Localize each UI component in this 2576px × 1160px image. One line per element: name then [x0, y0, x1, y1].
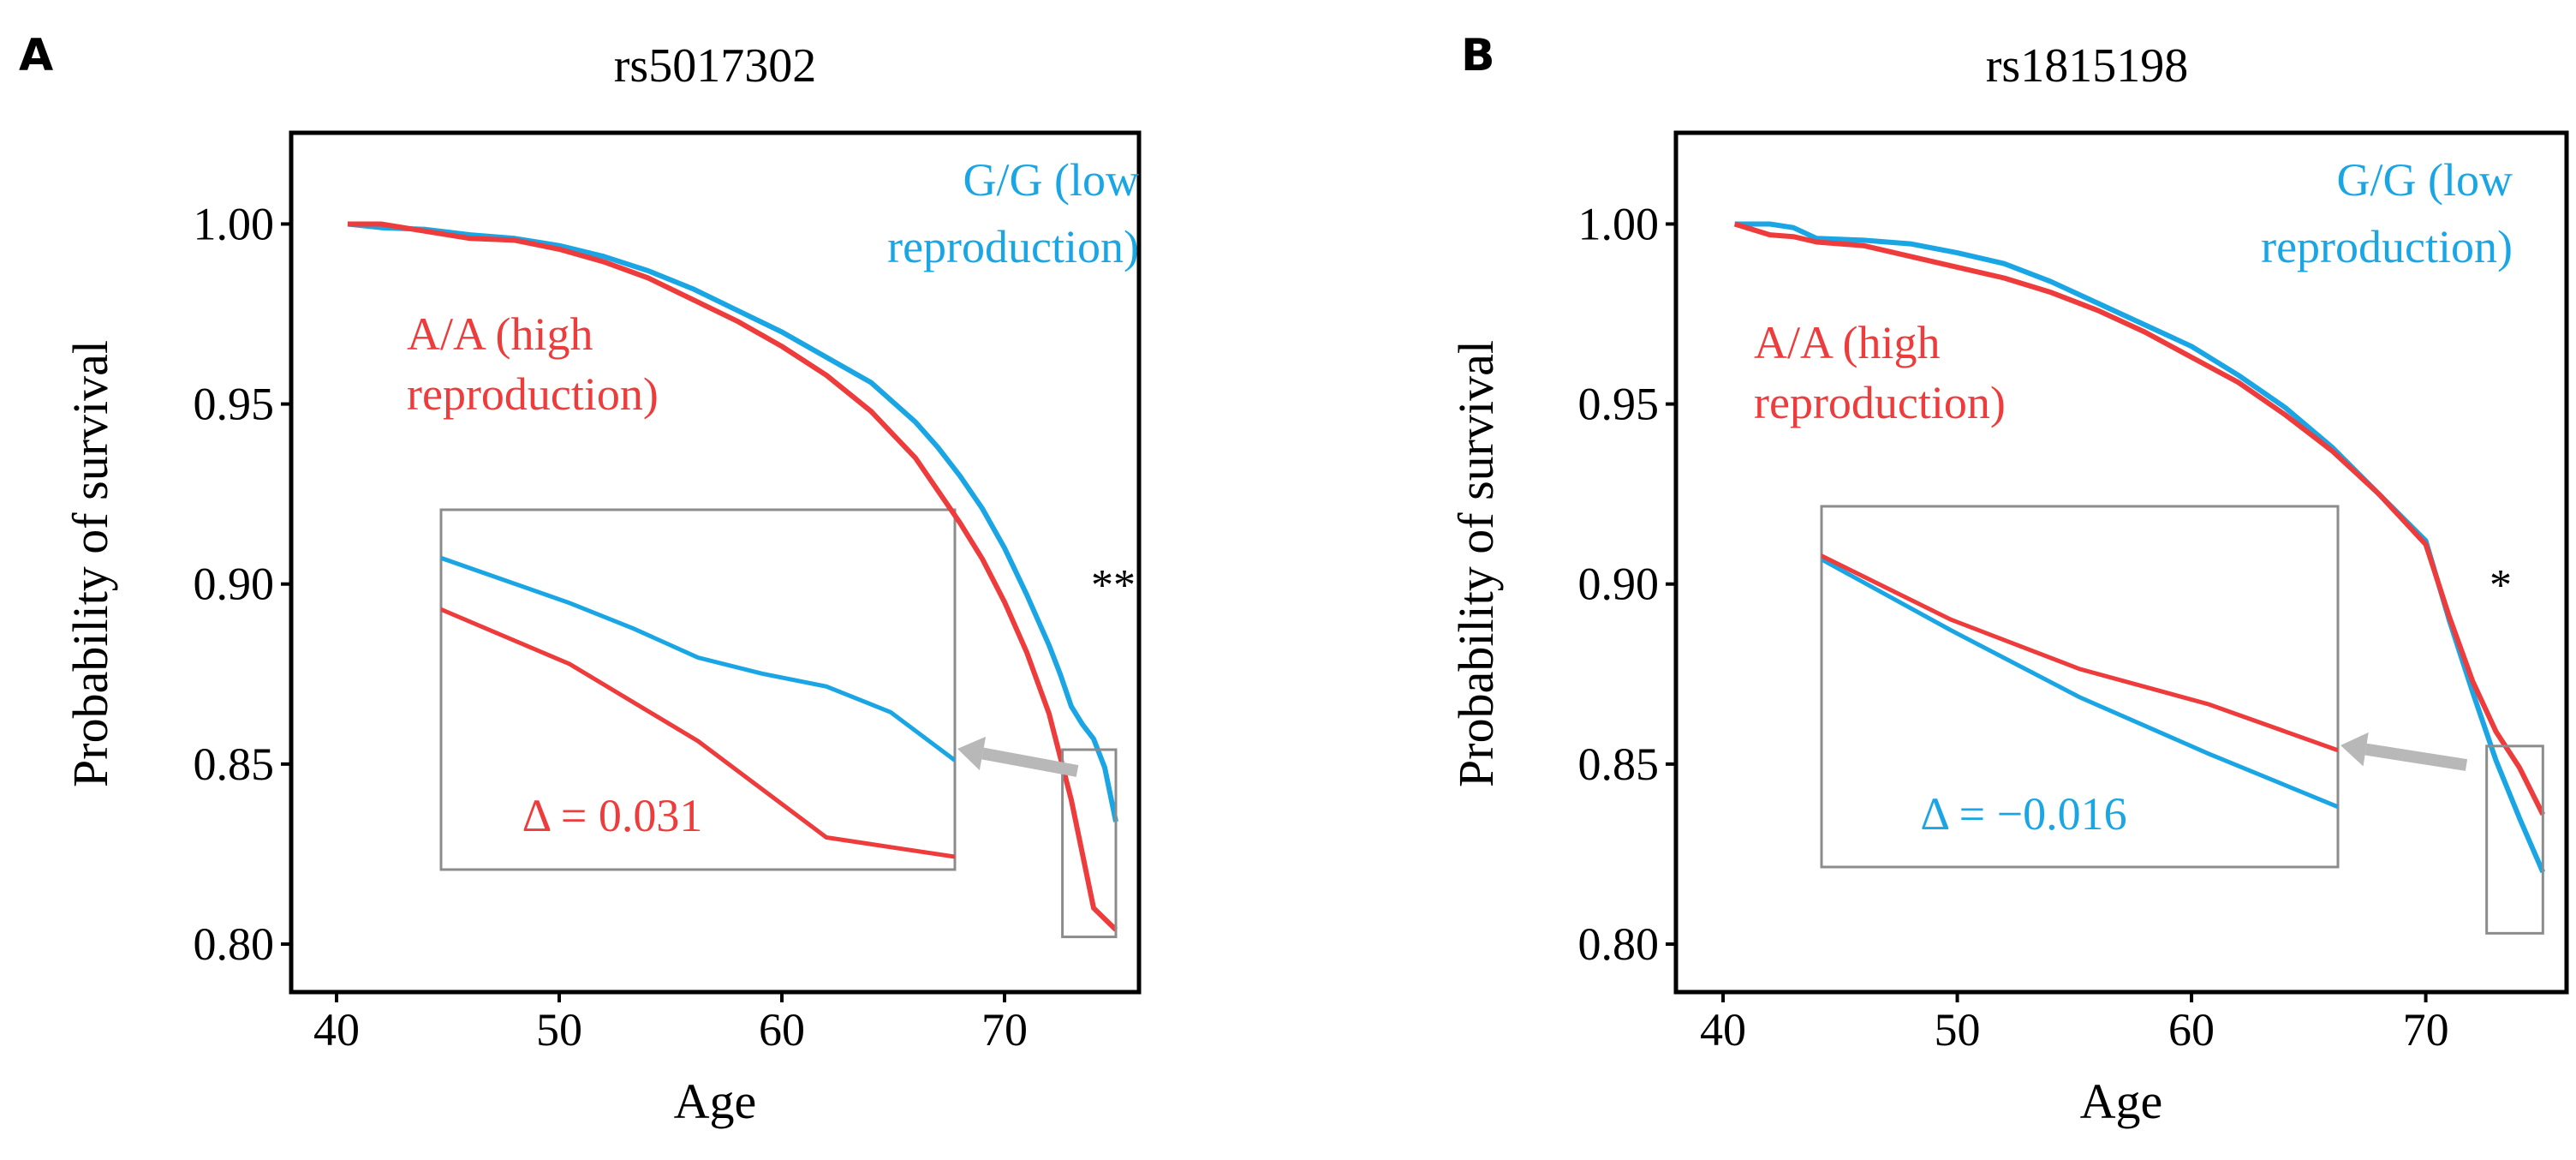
x-tick-label: 60	[759, 1004, 805, 1055]
series-line-aa	[348, 221, 1118, 932]
zoom-inset-box	[1820, 505, 2340, 869]
x-tick-label: 70	[981, 1004, 1028, 1055]
y-tick-label: 0.90	[194, 559, 275, 610]
series-line-aa	[1733, 221, 2545, 816]
zoom-region-box	[1061, 748, 1118, 939]
y-tick-label: 0.95	[1578, 379, 1660, 430]
zoom-arrow-shaft	[2364, 743, 2468, 771]
legend-aa-label: A/A (high	[1754, 317, 1941, 368]
legend-gg-label: reproduction)	[2261, 221, 2513, 272]
plot-frame	[289, 130, 1142, 995]
zoom-arrow-shaft	[981, 747, 1079, 777]
legend-gg-label: reproduction)	[887, 221, 1139, 272]
y-tick-label: 0.80	[1578, 918, 1660, 970]
significance-marker: **	[1091, 561, 1136, 610]
legend-aa-label: reproduction)	[407, 368, 659, 420]
zoom-inset-box	[439, 508, 957, 871]
legend-gg-label: G/G (low	[963, 154, 1139, 206]
inset-curves	[1822, 553, 2338, 810]
x-tick-label: 40	[313, 1004, 360, 1055]
x-tick-label: 50	[1935, 1004, 1981, 1055]
legend-aa-label: reproduction)	[1754, 377, 2006, 428]
x-axis-label: Age	[2080, 1073, 2163, 1129]
y-tick-label: 0.85	[1578, 738, 1660, 790]
x-tick-label: 70	[2403, 1004, 2449, 1055]
delta-label: Δ = 0.031	[522, 790, 703, 841]
y-axis-label: Probability of survival	[1448, 340, 1504, 787]
x-tick-label: 40	[1700, 1004, 1746, 1055]
chart-title: rs1815198	[1986, 39, 2188, 93]
chart-title: rs5017302	[614, 39, 816, 93]
significance-marker: *	[2490, 561, 2512, 610]
zoom-region-box	[2485, 744, 2544, 935]
legend-aa-label: A/A (high	[407, 308, 593, 360]
inset-curves	[441, 555, 955, 859]
panel-letter: A	[19, 30, 53, 81]
x-axis-label: Age	[674, 1073, 757, 1129]
delta-label: Δ = −0.016	[1920, 788, 2126, 840]
inset-line-aa	[441, 607, 955, 859]
y-tick-label: 1.00	[1578, 198, 1660, 249]
zoom-arrow-head	[957, 736, 987, 771]
x-tick-label: 50	[536, 1004, 582, 1055]
zoom-arrow-head	[2340, 732, 2369, 767]
inset-line-gg	[1822, 556, 2338, 810]
y-tick-label: 1.00	[194, 198, 275, 249]
y-tick-label: 0.80	[194, 918, 275, 970]
y-tick-label: 0.90	[1578, 559, 1660, 610]
legend-gg-label: G/G (low	[2337, 154, 2513, 206]
inset-line-gg	[441, 555, 955, 762]
y-tick-label: 0.85	[194, 738, 275, 790]
inset-line-aa	[1822, 553, 2338, 753]
y-axis-label: Probability of survival	[63, 340, 118, 787]
x-tick-label: 60	[2168, 1004, 2215, 1055]
y-tick-label: 0.95	[194, 379, 275, 430]
plot-frame	[1673, 130, 2569, 995]
panel-letter: B	[1461, 30, 1495, 81]
